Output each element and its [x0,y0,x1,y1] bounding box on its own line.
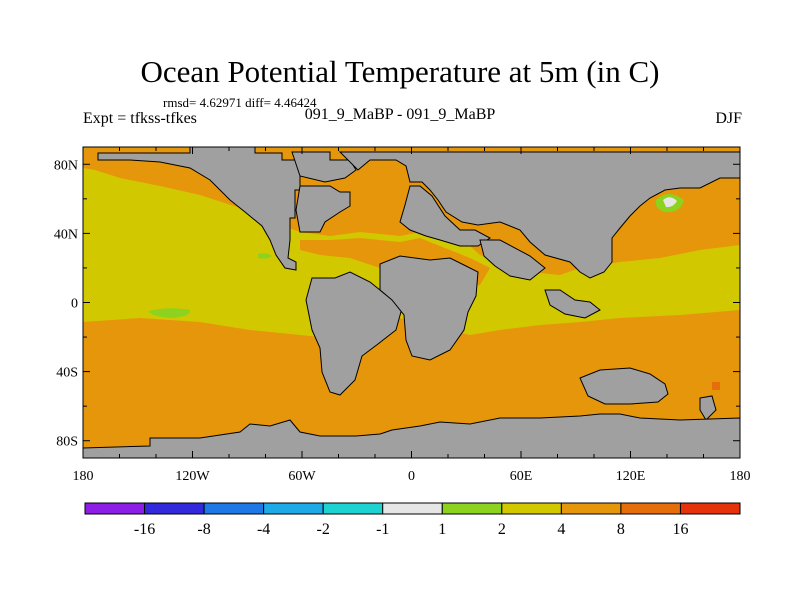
land-antarctica [83,413,740,458]
y-tick-label: 80N [54,158,78,173]
y-tick-label: 0 [71,297,78,312]
colorbar-label: -8 [197,521,210,538]
colorbar-labels: -16 -8 -4 -2 -1 1 2 4 8 16 [134,521,689,538]
rmsd-diff-stats: rmsd= 4.62971 diff= 4.46424 [163,95,317,110]
land-greenland [291,151,357,183]
map-plot-area [83,147,740,458]
hot-patch-small [712,382,720,390]
case-label: 091_9_MaBP - 091_9_MaBP [304,106,496,123]
x-tick-label: 0 [408,469,415,484]
colorbar-swatch [560,502,622,515]
x-tick-label: 120W [175,469,210,484]
colorbar-label: -1 [376,521,389,538]
neutral-patch-japan [663,197,677,208]
land-india-arabia [479,239,546,281]
colorbar-swatch [501,502,562,515]
x-tick-label: 60E [510,469,533,484]
colorbar-swatch [679,502,741,515]
colorbar [84,502,741,515]
chart-title: Ocean Potential Temperature at 5m (in C) [140,54,660,89]
colorbar-label: 2 [498,521,506,538]
colorbar-swatch [203,502,265,515]
x-tick-label: 180 [730,469,751,484]
colorbar-label: -4 [257,521,270,538]
land-new-zealand [699,395,717,421]
colorbar-swatch [441,502,503,515]
colorbar-swatch [84,502,146,515]
y-tick-label: 80S [56,435,78,450]
land-eurasia [338,151,740,279]
land-indonesia [544,289,601,319]
x-tick-label: 60W [288,469,316,484]
axis-ticks [82,147,741,458]
colorbar-swatch [322,502,384,515]
cool-patch-north [258,253,272,259]
y-tick-label: 40S [56,366,78,381]
colorbar-swatch [144,502,205,515]
cool-patch-pacific [148,308,191,318]
x-tick-label: 180 [73,469,94,484]
colorbar-swatch [263,502,324,515]
x-tick-label: 120E [616,469,646,484]
colorbar-label: -16 [134,521,155,538]
y-axis-labels: 80N 40N 0 40S 80S [54,158,78,449]
colorbar-label: 16 [672,521,688,538]
experiment-label: Expt = tfkss-tfkes [83,110,197,127]
colorbar-swatch [620,502,681,515]
land-north-america [97,147,301,271]
land-australia [579,367,669,405]
colorbar-label: 4 [557,521,565,538]
land-europe [399,185,491,247]
land-north-atlantic-islands [295,185,351,233]
x-axis-labels: 180 120W 60W 0 60E 120E 180 [73,469,751,484]
land-africa [379,255,479,361]
season-label: DJF [715,110,742,127]
land-mask [83,147,740,458]
colorbar-label: -2 [317,521,330,538]
colorbar-label: 1 [438,521,446,538]
land-south-america [305,271,403,396]
colorbar-swatch [382,502,443,515]
colorbar-label: 8 [617,521,625,538]
y-tick-label: 40N [54,227,78,242]
